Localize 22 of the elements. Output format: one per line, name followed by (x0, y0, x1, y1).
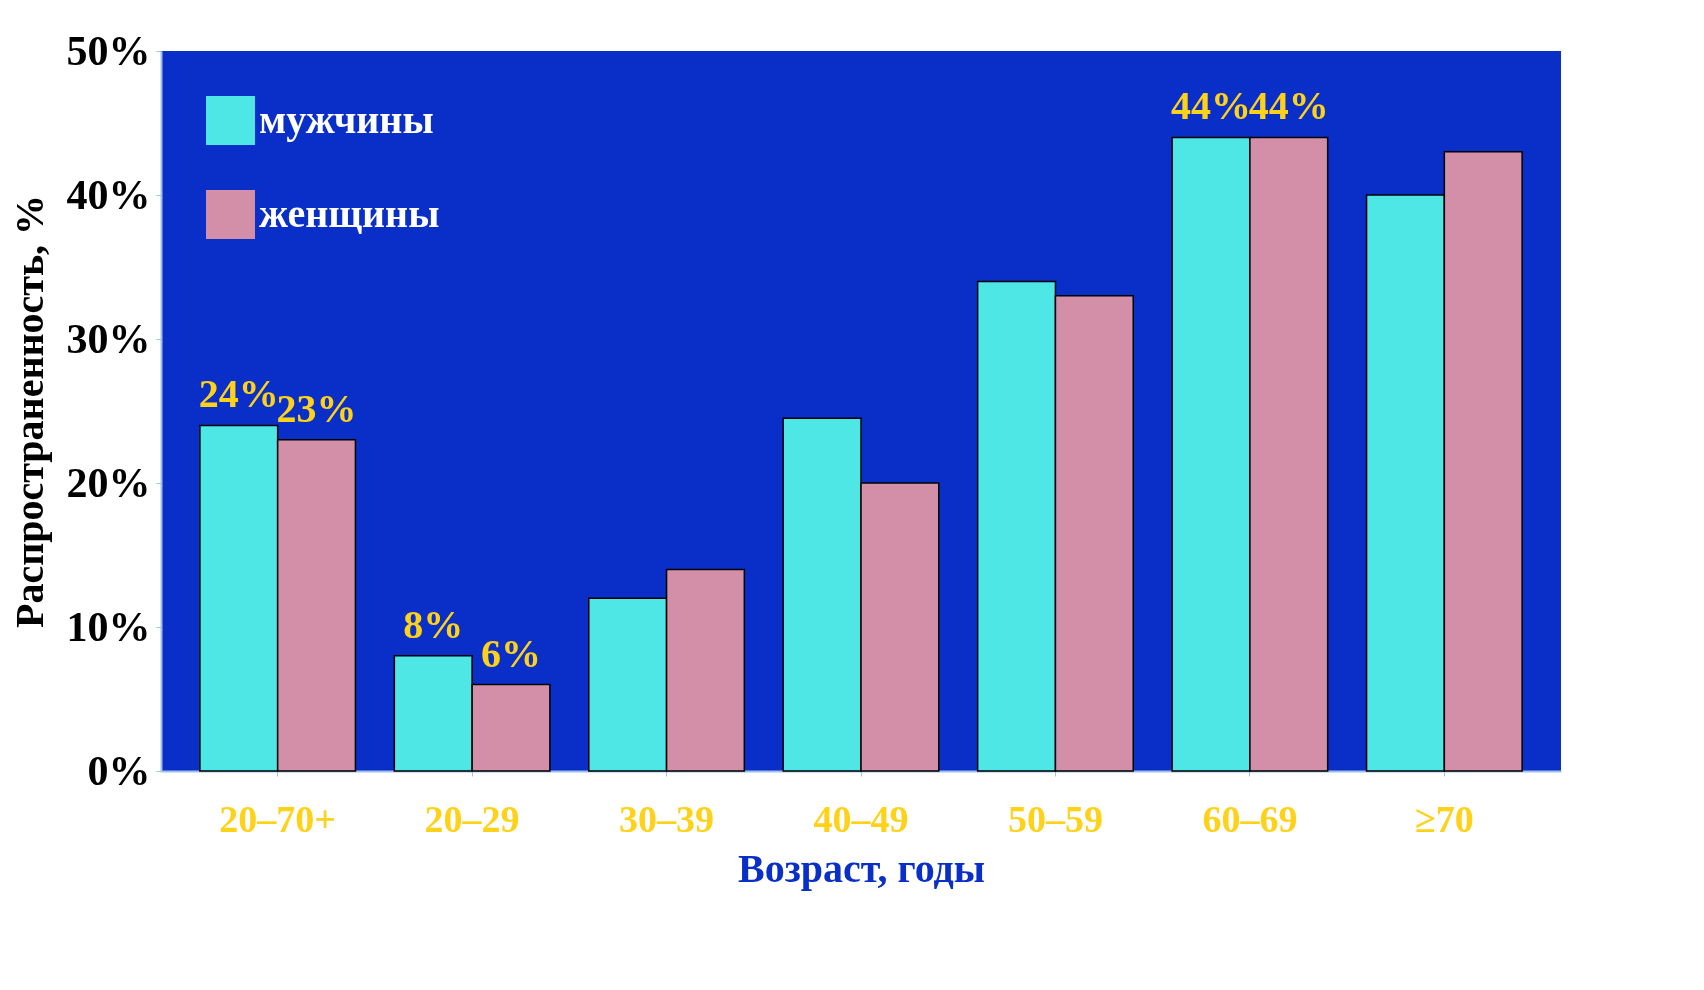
y-tick-label: 50% (66, 27, 151, 74)
data-label: 44% (1248, 83, 1329, 129)
y-tick-label: 10% (66, 603, 151, 650)
y-tick-label: 30% (66, 315, 151, 362)
data-label: 8% (403, 601, 464, 647)
x-tick-label: ≥70 (1414, 797, 1474, 840)
data-label: 23% (276, 385, 357, 431)
x-tick-label: 20–70+ (219, 797, 336, 840)
y-tick-label: 20% (66, 459, 151, 506)
x-axis-title: Возраст, годы (738, 845, 985, 891)
data-label: 6% (481, 630, 541, 676)
x-tick-label: 40–49 (813, 797, 909, 840)
y-axis-title: Распространенность, % (6, 194, 52, 629)
x-tick-label: 50–59 (1007, 797, 1103, 840)
x-tick-label: 60–69 (1202, 797, 1298, 840)
x-tick-label: 30–39 (619, 797, 715, 840)
data-label: 24% (198, 371, 279, 417)
legend-label: женщины (259, 190, 440, 236)
y-tick-label: 0% (87, 747, 151, 794)
x-tick-label: 20–29 (424, 797, 520, 840)
legend-label: мужчины (259, 96, 434, 142)
y-tick-label: 40% (66, 171, 151, 218)
